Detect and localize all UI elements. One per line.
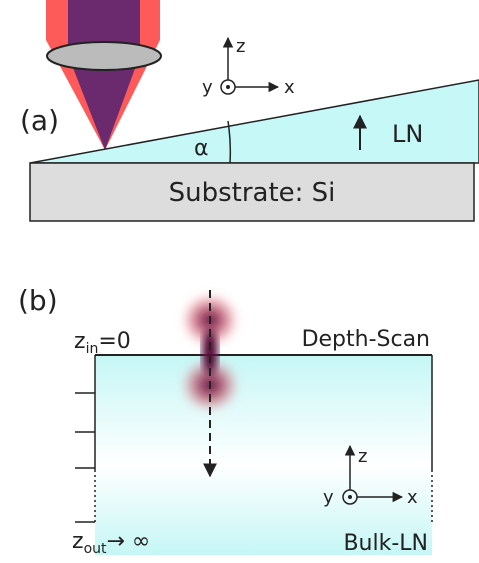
panel-a: (a) α LN Substrate: Si z y x [20,0,479,221]
substrate-label: Substrate: Si [169,178,336,208]
lens [47,42,161,70]
y-label: y [323,487,334,508]
subscript: in [86,341,99,357]
bulk-label: Bulk-LN [343,531,428,556]
surface-label: zin=0 [74,329,131,357]
figure: (a) α LN Substrate: Si z y x (b) zin=0 D… [0,0,479,563]
y-label: y [202,77,213,98]
panel-label: (a) [20,104,59,137]
z-label: z [358,446,367,467]
x-label: x [407,487,418,508]
scan-label: Depth-Scan [302,327,430,352]
axis-dot [348,495,352,499]
depth-ticks [75,393,95,522]
beam-core [68,0,140,150]
bottom-label: zout→ ∞ [72,529,150,557]
angle-label: α [194,136,209,161]
axis-dot [226,85,230,89]
value: → ∞ [107,529,151,554]
panel-label: (b) [18,284,58,317]
value: =0 [98,329,130,354]
symbol: z [72,529,84,554]
subscript: out [84,541,107,557]
ln-bulk [95,355,432,555]
panel-b: (b) zin=0 Depth-Scan z y x zout→ ∞ Bulk-… [18,284,432,557]
symbol: z [74,329,86,354]
x-label: x [284,77,295,98]
z-label: z [236,36,245,57]
layer-label: LN [392,120,423,148]
